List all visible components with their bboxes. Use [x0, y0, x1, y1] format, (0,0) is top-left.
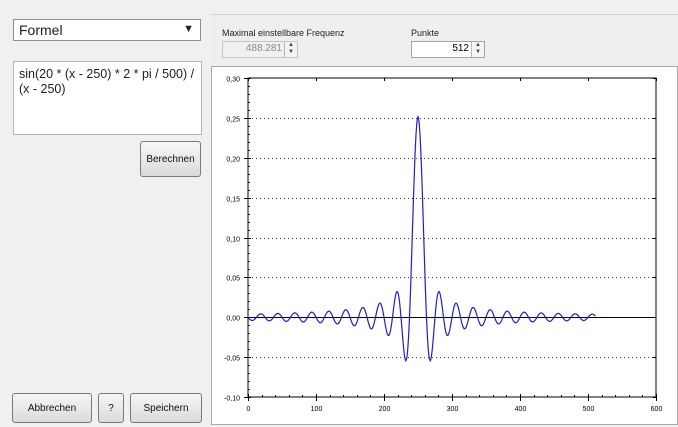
y-tick-label: 0,15	[226, 197, 240, 204]
plot-panel: -0,10 -0,05 0,00 0,05 0,10 0,15 0,20 0,25 0,30 0 1…	[211, 66, 678, 425]
y-tick-label: -0,05	[224, 356, 240, 363]
plot-frame	[247, 77, 657, 398]
chart: -0,10 -0,05 0,00 0,05 0,10 0,15 0,20 0,25 0,30 0 1…	[224, 77, 663, 414]
cancel-button[interactable]: Abbrechen	[12, 393, 92, 423]
x-tick-label: 100	[311, 406, 323, 413]
calculate-button[interactable]: Berechnen	[140, 141, 201, 177]
mode-select[interactable]: Formel ▼	[13, 19, 201, 41]
y-tick-label: 0,30	[226, 77, 240, 84]
y-tick-label: 0,05	[226, 276, 240, 283]
points-field[interactable]: 512 ▲ ▼	[411, 41, 485, 58]
mode-select-value: Formel	[19, 22, 63, 38]
chevron-down-icon: ▼	[183, 23, 194, 35]
formula-input[interactable]: sin(20 * (x - 250) * 2 * pi / 500) / (x …	[13, 61, 202, 135]
spin-up-icon: ▲	[288, 42, 294, 48]
settings-bar	[211, 14, 678, 66]
max-frequency-value: 488.281	[245, 43, 282, 54]
x-tick-label: 0	[247, 406, 251, 413]
save-button[interactable]: Speichern	[130, 393, 202, 423]
points-value: 512	[452, 43, 469, 54]
spin-down-icon[interactable]: ▼	[475, 49, 481, 55]
x-tick-label: 500	[583, 406, 595, 413]
points-spinner[interactable]: ▲ ▼	[471, 42, 484, 57]
y-tick-label: 0,20	[226, 157, 240, 164]
max-frequency-spinner: ▲ ▼	[284, 42, 297, 57]
y-tick-label: 0,10	[226, 237, 240, 244]
help-button[interactable]: ?	[98, 393, 124, 423]
x-tick-label: 600	[651, 406, 663, 413]
y-tick-label: 0,00	[226, 316, 240, 323]
spin-down-icon: ▼	[288, 49, 294, 55]
y-tick-label: -0,10	[224, 396, 240, 403]
x-tick-label: 200	[379, 406, 391, 413]
series-line	[247, 114, 596, 363]
max-frequency-field: 488.281 ▲ ▼	[222, 41, 298, 58]
spin-up-icon[interactable]: ▲	[475, 42, 481, 48]
y-tick-label: 0,25	[226, 117, 240, 124]
x-tick-label: 400	[515, 406, 527, 413]
x-tick-label: 300	[447, 406, 459, 413]
points-label: Punkte	[411, 28, 440, 38]
max-frequency-label: Maximal einstellbare Frequenz	[222, 28, 345, 38]
